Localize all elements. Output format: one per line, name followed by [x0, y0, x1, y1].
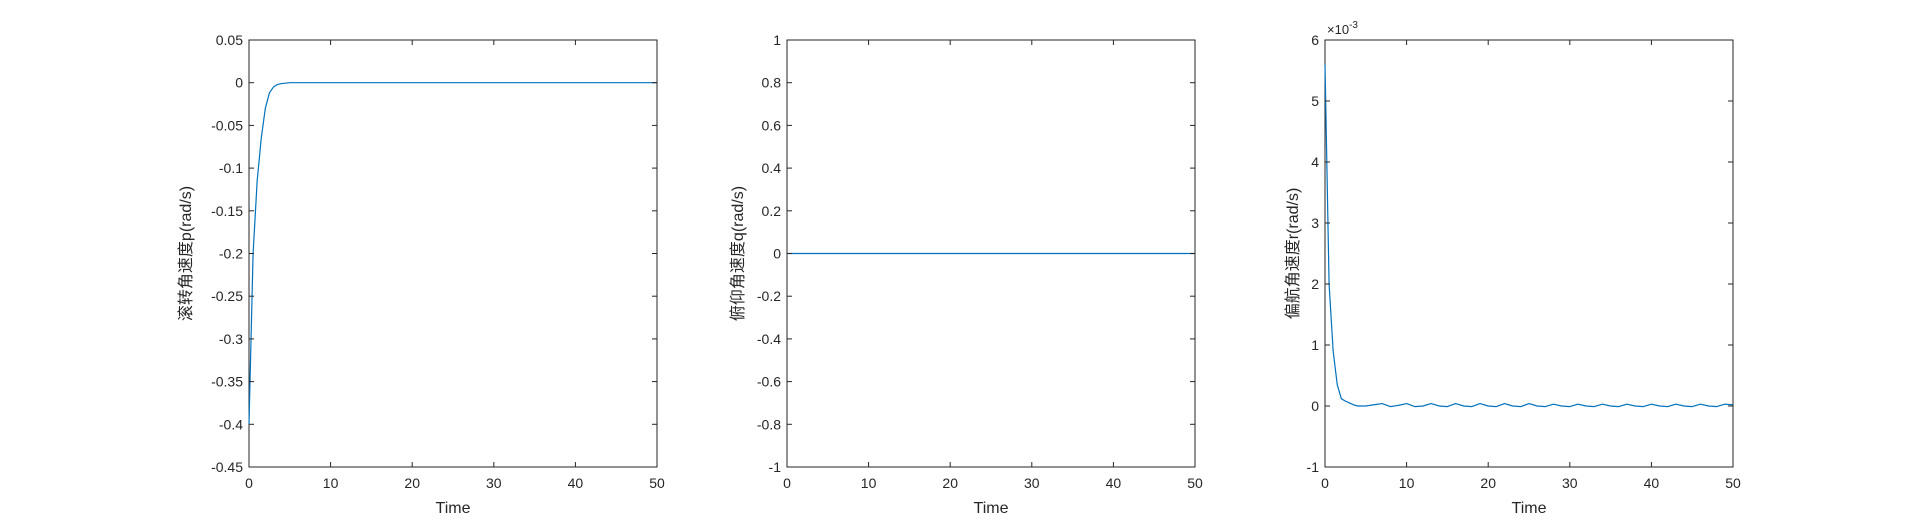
x-tick-label: 40	[568, 475, 584, 491]
x-tick-label: 10	[1399, 475, 1415, 491]
x-axis-title: Time	[436, 500, 471, 517]
y-tick-label: -0.4	[757, 331, 781, 347]
series-line-1	[1324, 64, 1734, 408]
y-tick-label: 5	[1311, 93, 1319, 109]
x-tick-label: 20	[404, 475, 420, 491]
y-tick-label: -0.1	[219, 160, 243, 176]
x-tick-label: 10	[861, 475, 877, 491]
y-tick-label: 2	[1311, 276, 1319, 292]
subplot-2: 0 10 20 30 40 50 -1 -0.8 -0.6 -0.4 -0.2 0 0.2 0.4 0.6 0…	[729, 32, 1203, 517]
y-exponent-label: ×10-3	[1327, 20, 1358, 37]
x-tick-label: 0	[1321, 475, 1329, 491]
y-tick-label: -0.2	[757, 288, 781, 304]
plot-area-frame	[248, 39, 658, 468]
y-tick-label: 0	[1311, 398, 1319, 414]
x-tick-label: 30	[486, 475, 502, 491]
y-tick-label: -0.3	[219, 331, 243, 347]
x-tick-label: 30	[1024, 475, 1040, 491]
y-tick-label: -0.2	[219, 246, 243, 262]
y-tick-label: -1	[769, 459, 782, 475]
y-tick-label: 0.4	[762, 160, 782, 176]
y-tick-label: 4	[1311, 154, 1319, 170]
subplot-3: 0 10 20 30 40 50-10123456Time偏航角速度r(rad/s)×10…	[1284, 20, 1741, 517]
y-tick-label: 0.8	[762, 75, 782, 91]
y-tick-label: 6	[1311, 32, 1319, 48]
y-tick-label: -0.8	[757, 416, 781, 432]
y-tick-label: -0.4	[219, 416, 243, 432]
y-tick-label: -0.35	[211, 374, 243, 390]
x-tick-label: 50	[649, 475, 665, 491]
y-axis-title: 俯仰角速度q(rad/s)	[729, 186, 747, 321]
y-tick-label: -0.6	[757, 374, 781, 390]
x-tick-label: 20	[942, 475, 958, 491]
x-axis-title: Time	[1512, 500, 1547, 517]
y-tick-label: 0	[773, 246, 781, 262]
y-tick-label: 1	[773, 32, 781, 48]
y-tick-label: 3	[1311, 215, 1319, 231]
y-exponent-power: -3	[1349, 20, 1358, 31]
x-tick-label: 40	[1644, 475, 1660, 491]
y-tick-label: -1	[1307, 459, 1320, 475]
plot-area-frame	[1324, 39, 1734, 468]
series-line-1	[248, 82, 657, 425]
subplot-1: 0 10 20 30 40 50 -0.45 -0.4 -0.35 -0.3 -0.25 -0.2 -0…	[177, 32, 665, 517]
x-tick-label: 0	[245, 475, 253, 491]
x-tick-label: 30	[1562, 475, 1578, 491]
y-tick-label: 1	[1311, 337, 1319, 353]
y-axis-title: 滚转角速度p(rad/s)	[177, 186, 195, 321]
x-tick-label: 50	[1187, 475, 1203, 491]
x-tick-label: 40	[1106, 475, 1122, 491]
y-tick-label: -0.05	[211, 117, 243, 133]
y-tick-label: 0.6	[762, 117, 782, 133]
y-tick-label: -0.25	[211, 288, 243, 304]
x-tick-label: 10	[323, 475, 339, 491]
y-exponent-base: ×10	[1327, 22, 1349, 37]
x-tick-label: 50	[1725, 475, 1741, 491]
y-tick-label: 0.2	[762, 203, 782, 219]
y-axis-title: 偏航角速度r(rad/s)	[1284, 188, 1302, 320]
x-tick-label: 20	[1480, 475, 1496, 491]
y-tick-label: 0.05	[216, 32, 243, 48]
y-tick-label: -0.45	[211, 459, 243, 475]
y-tick-label: 0	[235, 75, 243, 91]
y-tick-label: -0.15	[211, 203, 243, 219]
x-axis-title: Time	[974, 500, 1009, 517]
x-tick-label: 0	[783, 475, 791, 491]
